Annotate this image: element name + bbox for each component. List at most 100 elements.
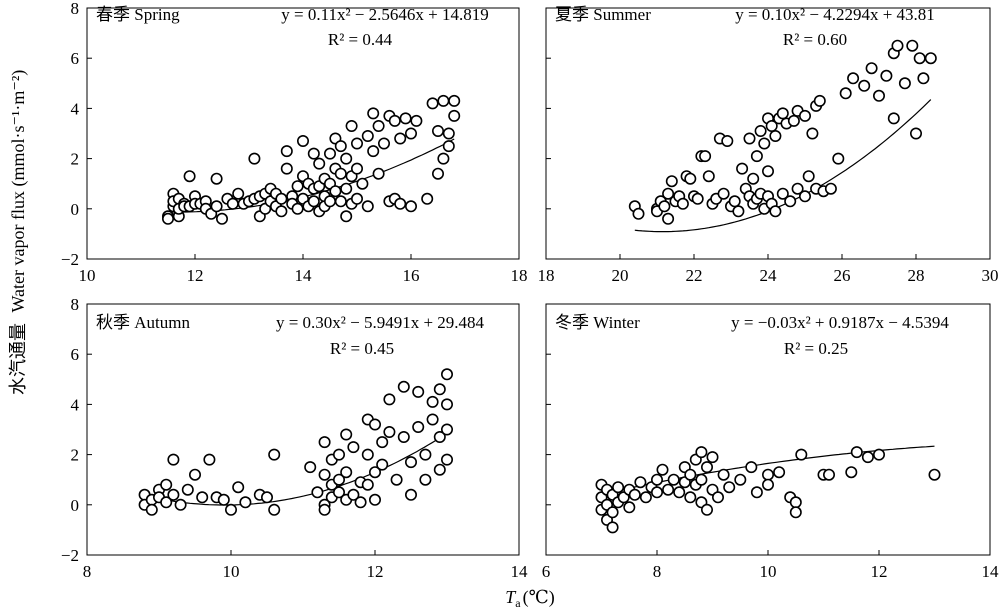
autumn-data-point bbox=[376, 436, 389, 449]
winter-equation: y = −0.03x² + 0.9187x − 4.5394 bbox=[731, 313, 949, 332]
winter-data-point bbox=[761, 478, 774, 491]
spring-y-tick-label: 2 bbox=[71, 150, 80, 169]
summer-x-tick-label: 22 bbox=[686, 266, 703, 285]
autumn-y-tick-label: 0 bbox=[71, 496, 80, 515]
winter-data-point bbox=[656, 463, 669, 476]
summer-data-point bbox=[754, 125, 767, 138]
autumn-y-tick-label: 8 bbox=[71, 295, 80, 314]
autumn-data-point bbox=[340, 466, 353, 479]
spring-data-point bbox=[183, 170, 196, 183]
autumn-data-point bbox=[347, 441, 360, 454]
summer-data-point bbox=[717, 187, 730, 200]
autumn-data-point bbox=[318, 503, 331, 516]
spring-data-point bbox=[437, 94, 450, 107]
summer-data-point bbox=[758, 137, 771, 150]
summer-data-point bbox=[743, 132, 756, 145]
spring-data-point bbox=[350, 162, 363, 175]
panel-summer: 18 20 22 24 26 28 30 夏季 Summer y = 0.10x² − 4.22… bbox=[538, 5, 999, 285]
autumn-data-point bbox=[167, 453, 180, 466]
spring-data-point bbox=[399, 112, 412, 125]
winter-data-point bbox=[706, 451, 719, 464]
summer-data-point bbox=[750, 150, 763, 163]
autumn-data-point bbox=[368, 418, 381, 431]
spring-data-point bbox=[448, 94, 461, 107]
winter-x-tick-label: 8 bbox=[653, 562, 662, 581]
summer-data-point bbox=[906, 39, 919, 52]
spring-x-tick-label: 14 bbox=[295, 266, 313, 285]
winter-data-point bbox=[789, 506, 802, 519]
autumn-data-point bbox=[160, 478, 173, 491]
summer-data-point bbox=[909, 127, 922, 140]
spring-data-point bbox=[356, 177, 369, 190]
y-axis-label-cn: 水汽通量 bbox=[8, 323, 28, 395]
summer-data-point bbox=[913, 52, 926, 65]
spring-x-tick-label: 12 bbox=[187, 266, 204, 285]
autumn-data-point bbox=[419, 473, 432, 486]
summer-data-point bbox=[791, 182, 804, 195]
autumn-data-point bbox=[426, 395, 439, 408]
autumn-data-point bbox=[440, 453, 453, 466]
autumn-data-point bbox=[412, 385, 425, 398]
autumn-data-point bbox=[419, 448, 432, 461]
spring-data-point bbox=[226, 197, 239, 210]
summer-data-point bbox=[824, 182, 837, 195]
summer-data-point bbox=[898, 77, 911, 90]
autumn-data-point bbox=[318, 436, 331, 449]
winter-data-point bbox=[628, 488, 641, 501]
spring-data-point bbox=[329, 185, 342, 198]
spring-x-tick-label: 10 bbox=[79, 266, 96, 285]
autumn-data-point bbox=[433, 463, 446, 476]
spring-data-point bbox=[334, 195, 347, 208]
spring-data-point bbox=[448, 109, 461, 122]
spring-data-point bbox=[410, 114, 423, 127]
summer-data-point bbox=[769, 205, 782, 218]
autumn-x-tick-label: 10 bbox=[223, 562, 240, 581]
autumn-data-point bbox=[397, 380, 410, 393]
autumn-data-point bbox=[311, 486, 324, 499]
x-axis-subscript: a bbox=[515, 596, 521, 610]
spring-data-point bbox=[307, 147, 320, 160]
autumn-y-tick-label: 6 bbox=[71, 345, 80, 364]
autumn-data-point bbox=[361, 478, 374, 491]
winter-r-squared: R² = 0.25 bbox=[784, 339, 848, 358]
summer-fit-curve bbox=[634, 99, 932, 233]
winter-data-point bbox=[650, 473, 663, 486]
spring-y-tick-label: 4 bbox=[71, 99, 80, 118]
summer-data-point bbox=[847, 72, 860, 85]
winter-panel-title: 冬季 Winter bbox=[555, 313, 640, 332]
winter-data-point bbox=[612, 481, 625, 494]
autumn-x-tick-label: 14 bbox=[511, 562, 529, 581]
winter-data-point bbox=[634, 476, 647, 489]
spring-data-point bbox=[210, 172, 223, 185]
spring-data-point bbox=[296, 135, 309, 148]
winter-data-point bbox=[850, 446, 863, 459]
summer-data-point bbox=[721, 135, 734, 148]
spring-x-tick-label: 18 bbox=[511, 266, 528, 285]
autumn-data-point bbox=[145, 503, 158, 516]
spring-data-point bbox=[291, 202, 304, 215]
autumn-y-tick-label: 2 bbox=[71, 446, 80, 465]
summer-data-point bbox=[802, 170, 815, 183]
spring-data-point bbox=[404, 200, 417, 213]
spring-panel-title: 春季 Spring bbox=[96, 5, 180, 24]
spring-data-point bbox=[232, 187, 245, 200]
autumn-panel-title: 秋季 Autumn bbox=[96, 313, 190, 332]
spring-data-point bbox=[421, 192, 434, 205]
winter-data-point bbox=[623, 501, 636, 514]
spring-data-point bbox=[313, 157, 326, 170]
winter-data-point bbox=[667, 473, 680, 486]
autumn-data-point bbox=[225, 503, 238, 516]
autumn-data-point bbox=[304, 461, 317, 474]
panel-spring: −2 0 2 4 6 8 10 12 14 16 18 春季 Spring y = 0.11x² − 2… bbox=[61, 0, 528, 285]
autumn-data-point bbox=[376, 458, 389, 471]
spring-data-point bbox=[334, 167, 347, 180]
spring-data-point bbox=[340, 210, 353, 223]
x-axis-label: Ta (℃) bbox=[505, 587, 554, 610]
summer-data-point bbox=[887, 112, 900, 125]
spring-data-point bbox=[394, 132, 407, 145]
y-axis-label: 水汽通量 Water vapor flux (mmol·s⁻¹·m⁻²) bbox=[8, 70, 29, 395]
winter-data-point bbox=[773, 466, 786, 479]
autumn-data-point bbox=[318, 468, 331, 481]
summer-data-point bbox=[665, 175, 678, 188]
spring-data-point bbox=[431, 167, 444, 180]
